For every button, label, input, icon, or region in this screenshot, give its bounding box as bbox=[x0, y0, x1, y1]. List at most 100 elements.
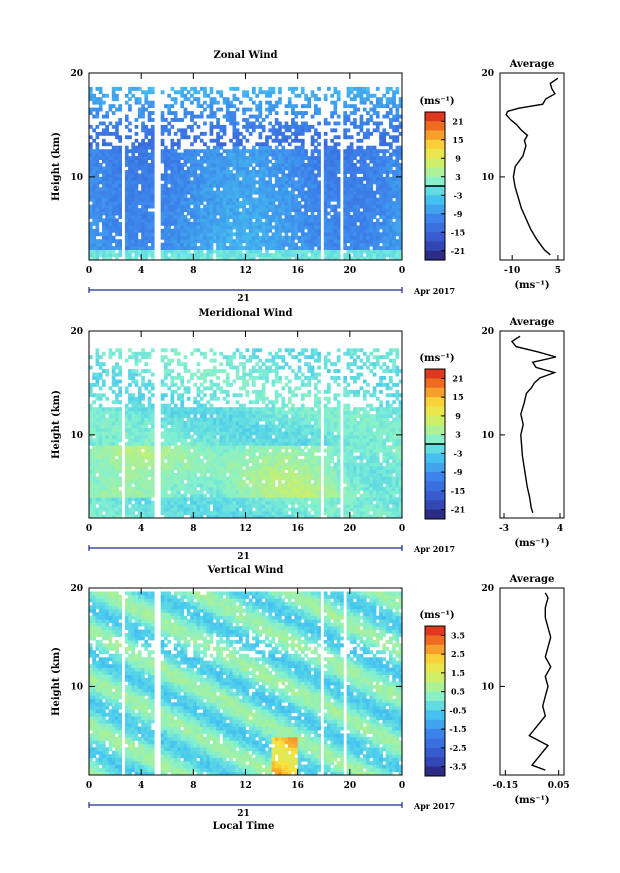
heatmap-cell bbox=[261, 176, 266, 181]
heatmap-cell bbox=[177, 445, 181, 450]
heatmap-cell bbox=[203, 149, 207, 154]
heatmap-cell bbox=[95, 253, 100, 257]
heatmap-cell bbox=[216, 180, 220, 185]
heatmap-cell bbox=[336, 135, 341, 140]
heatmap-cell bbox=[186, 170, 191, 174]
heatmap-cell bbox=[89, 221, 93, 226]
heatmap-cell bbox=[258, 180, 263, 185]
heatmap-cell bbox=[359, 253, 364, 257]
heatmap-cell bbox=[128, 469, 132, 474]
heatmap-cell bbox=[160, 441, 165, 446]
heatmap-cell bbox=[128, 355, 132, 360]
heatmap-cell bbox=[216, 163, 220, 167]
heatmap-cell bbox=[160, 355, 165, 360]
heatmap-cell bbox=[216, 242, 220, 247]
heatmap-cell bbox=[141, 369, 145, 373]
heatmap-cell bbox=[150, 138, 155, 143]
heatmap-cell bbox=[177, 393, 181, 398]
heatmap-cell bbox=[164, 507, 168, 512]
heatmap-cell bbox=[225, 194, 230, 199]
heatmap-cell bbox=[102, 246, 106, 250]
heatmap-cell bbox=[124, 163, 129, 167]
heatmap-cell bbox=[284, 242, 289, 247]
heatmap-cell bbox=[222, 166, 227, 171]
heatmap-cell bbox=[255, 204, 259, 209]
heatmap-cell bbox=[170, 428, 175, 432]
heatmap-cell bbox=[242, 93, 246, 98]
heatmap-cell bbox=[327, 249, 331, 254]
heatmap-cell bbox=[323, 183, 328, 188]
heatmap-cell bbox=[190, 514, 194, 519]
heatmap-cell bbox=[147, 235, 152, 240]
heatmap-cell bbox=[131, 163, 136, 167]
heatmap-cell bbox=[353, 187, 357, 192]
heatmap-cell bbox=[199, 138, 204, 143]
heatmap-cell bbox=[300, 242, 305, 247]
heatmap-cell bbox=[98, 434, 103, 439]
heatmap-cell bbox=[180, 504, 184, 508]
heatmap-cell bbox=[137, 407, 142, 412]
heatmap-cell bbox=[105, 208, 109, 212]
heatmap-cell bbox=[242, 239, 246, 244]
heatmap-cell bbox=[131, 414, 136, 418]
heatmap-cell bbox=[336, 97, 341, 102]
heatmap-cell bbox=[379, 104, 383, 109]
heatmap-cell bbox=[209, 256, 214, 261]
heatmap-cell bbox=[359, 97, 364, 102]
heatmap-cell bbox=[115, 194, 119, 199]
heatmap-cell bbox=[216, 218, 220, 223]
heatmap-cell bbox=[170, 382, 175, 387]
heatmap-cell bbox=[300, 235, 305, 240]
heatmap-cell bbox=[219, 452, 224, 457]
heatmap-cell bbox=[287, 239, 292, 244]
heatmap-cell bbox=[359, 166, 364, 171]
heatmap-cell bbox=[108, 246, 113, 250]
heatmap-cell bbox=[196, 194, 201, 199]
heatmap-cell bbox=[232, 242, 237, 247]
heatmap-cell bbox=[147, 170, 152, 174]
heatmap-cell bbox=[144, 142, 149, 147]
heatmap-cell bbox=[209, 434, 214, 439]
heatmap-cell bbox=[164, 452, 168, 457]
heatmap-cell bbox=[92, 504, 96, 508]
heatmap-cell bbox=[92, 211, 96, 216]
heatmap-cell bbox=[314, 145, 318, 150]
heatmap-cell bbox=[261, 142, 266, 147]
heatmap-cell bbox=[395, 107, 400, 112]
heatmap-cell bbox=[177, 228, 181, 233]
heatmap-cell bbox=[229, 159, 233, 164]
heatmap-cell bbox=[372, 215, 377, 219]
heatmap-cell bbox=[294, 201, 299, 205]
heatmap-cell bbox=[89, 183, 93, 188]
heatmap-cell bbox=[212, 389, 217, 394]
heatmap-cell bbox=[115, 410, 119, 415]
heatmap-cell bbox=[343, 242, 347, 247]
heatmap-cell bbox=[186, 176, 191, 181]
heatmap-cell bbox=[150, 469, 155, 474]
heatmap-cell bbox=[317, 111, 321, 115]
heatmap-cell bbox=[115, 500, 119, 505]
heatmap-cell bbox=[196, 348, 201, 353]
heatmap-cell bbox=[150, 253, 155, 257]
heatmap-cell bbox=[206, 152, 211, 157]
heatmap-cell bbox=[203, 246, 207, 250]
heatmap-cell bbox=[239, 235, 243, 240]
heatmap-cell bbox=[366, 204, 370, 209]
heatmap-cell bbox=[108, 159, 113, 164]
heatmap-cell bbox=[209, 424, 214, 429]
heatmap-cell bbox=[307, 215, 312, 219]
heatmap-cell bbox=[389, 187, 393, 192]
heatmap-cell bbox=[89, 497, 93, 502]
heatmap-cell bbox=[219, 145, 224, 150]
heatmap-cell bbox=[382, 142, 387, 147]
heatmap-cell bbox=[219, 142, 224, 147]
heatmap-cell bbox=[95, 142, 100, 147]
heatmap-cell bbox=[134, 228, 139, 233]
heatmap-cell bbox=[258, 215, 263, 219]
heatmap-cell bbox=[164, 180, 168, 185]
heatmap-cell bbox=[196, 208, 201, 212]
heatmap-cell bbox=[199, 441, 204, 446]
heatmap-cell bbox=[177, 434, 181, 439]
heatmap-cell bbox=[190, 434, 194, 439]
heatmap-cell bbox=[108, 441, 113, 446]
